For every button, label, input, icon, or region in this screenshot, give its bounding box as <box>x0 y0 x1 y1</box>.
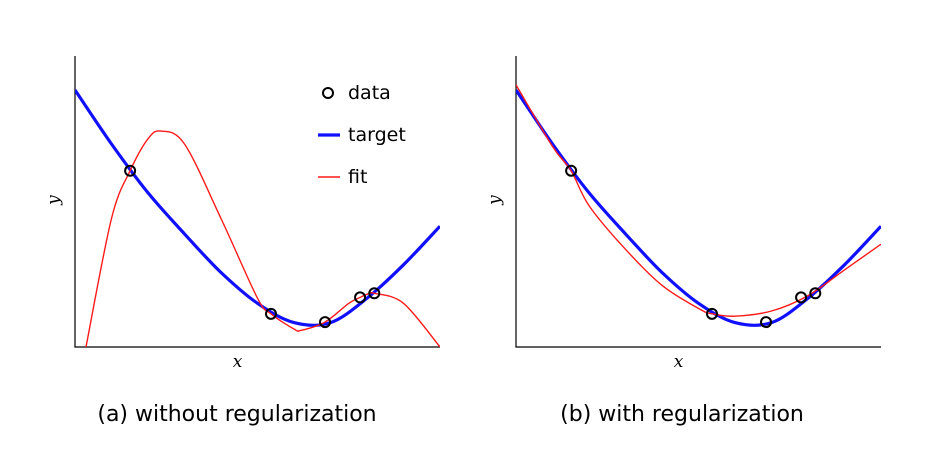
data-point <box>565 164 578 177</box>
series-fit-line <box>85 130 440 347</box>
legend-fit-label: fit <box>348 166 367 188</box>
legend-target-label: target <box>348 124 406 146</box>
panel-b: x y (b) with regularization <box>485 56 881 427</box>
data-point <box>265 307 278 320</box>
panel-a: x y data target fit (a) without regularizatio… <box>44 56 440 427</box>
data-point <box>354 291 367 304</box>
axes <box>74 56 440 348</box>
series-fit-line <box>516 84 881 317</box>
legend-data-label: data <box>348 82 391 104</box>
x-axis-label: x <box>674 352 684 372</box>
y-axis-label: y <box>44 195 64 206</box>
data-point <box>706 307 719 320</box>
data-point <box>124 164 137 177</box>
y-axis-label: y <box>485 195 505 206</box>
data-point <box>319 316 332 329</box>
panel-caption: (b) with regularization <box>560 402 804 427</box>
legend-data-marker <box>322 87 334 99</box>
data-point <box>809 287 822 300</box>
series-target-line <box>516 89 881 327</box>
data-point <box>760 316 773 329</box>
axes <box>515 56 881 348</box>
data-point <box>795 291 808 304</box>
panel-caption: (a) without regularization <box>97 402 376 427</box>
x-axis-label: x <box>233 352 243 372</box>
data-point <box>368 287 381 300</box>
